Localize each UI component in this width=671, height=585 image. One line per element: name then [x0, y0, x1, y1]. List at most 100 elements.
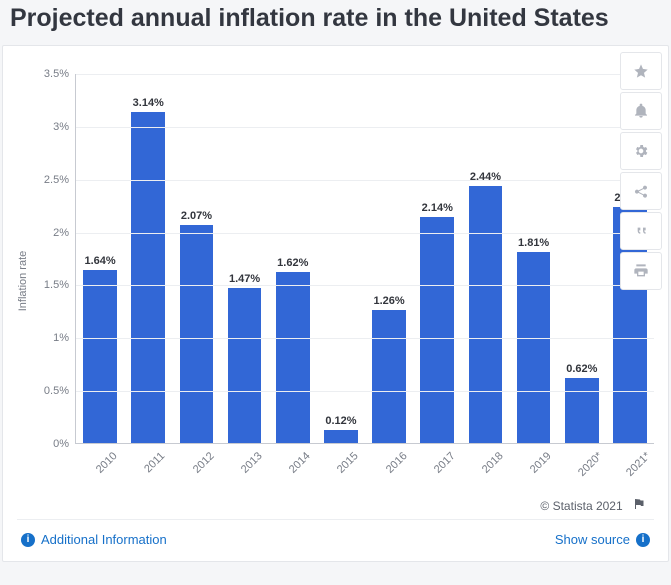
- x-tick-label: 2014: [287, 450, 313, 476]
- x-tick-slot: 2011: [123, 444, 171, 488]
- x-tick-slot: 2014: [268, 444, 316, 488]
- flag-icon[interactable]: [632, 499, 646, 513]
- bar-value-label: 2.07%: [181, 210, 212, 225]
- x-tick-slot: 2015: [316, 444, 364, 488]
- show-source-label: Show source: [555, 532, 630, 547]
- notify-button[interactable]: [620, 92, 662, 130]
- x-tick-label: 2013: [239, 450, 265, 476]
- x-tick-label: 2010: [94, 450, 120, 476]
- info-icon: i: [636, 533, 650, 547]
- quote-icon: [633, 223, 649, 239]
- x-tick-label: 2011: [142, 450, 167, 475]
- x-tick-slot: 2016: [365, 444, 413, 488]
- bar[interactable]: 1.64%: [83, 270, 117, 443]
- bar-slot: 0.62%: [558, 74, 606, 443]
- chart-card: Inflation rate 0%0.5%1%1.5%2%2.5%3%3.5% …: [2, 45, 669, 562]
- chart-area: Inflation rate 0%0.5%1%1.5%2%2.5%3%3.5% …: [17, 74, 654, 488]
- y-tick-label: 1%: [53, 332, 69, 344]
- y-tick-label: 2%: [53, 227, 69, 239]
- grid-line: [76, 285, 654, 286]
- grid-line: [76, 180, 654, 181]
- x-tick-slot: 2019: [509, 444, 557, 488]
- share-icon: [633, 183, 649, 199]
- bar-slot: 1.26%: [365, 74, 413, 443]
- favorite-button[interactable]: [620, 52, 662, 90]
- bar-slot: 1.62%: [269, 74, 317, 443]
- y-tick-label: 0%: [53, 438, 69, 450]
- grid-line: [76, 74, 654, 75]
- bar[interactable]: 1.47%: [228, 288, 262, 443]
- x-tick-label: 2021*: [624, 450, 653, 479]
- x-tick-label: 2016: [384, 450, 410, 476]
- grid-line: [76, 338, 654, 339]
- x-tick-label: 2018: [480, 450, 506, 476]
- star-icon: [633, 63, 649, 79]
- bar-value-label: 2.44%: [470, 171, 501, 186]
- x-tick-label: 2017: [432, 450, 458, 476]
- cite-button[interactable]: [620, 212, 662, 250]
- bar-value-label: 1.64%: [84, 255, 115, 270]
- y-tick-label: 1.5%: [44, 279, 69, 291]
- x-tick-slot: 2013: [220, 444, 268, 488]
- bar[interactable]: 2.14%: [420, 217, 454, 443]
- print-button[interactable]: [620, 252, 662, 290]
- bar-slot: 2.07%: [172, 74, 220, 443]
- x-tick-label: 2020*: [576, 450, 605, 479]
- x-tick-slot: 2017: [413, 444, 461, 488]
- bar-value-label: 2.14%: [422, 202, 453, 217]
- x-tick-label: 2015: [335, 450, 361, 476]
- bar-value-label: 1.26%: [374, 295, 405, 310]
- print-icon: [633, 263, 649, 279]
- bar-slot: 1.81%: [510, 74, 558, 443]
- attribution-text: © Statista 2021: [540, 499, 622, 513]
- bar[interactable]: 3.14%: [131, 112, 165, 443]
- bell-icon: [633, 103, 649, 119]
- y-tick-label: 2.5%: [44, 174, 69, 186]
- bar[interactable]: 1.26%: [372, 310, 406, 443]
- plot-area: 1.64% 3.14% 2.07% 1.47% 1.62% 0.12% 1.26% 2.14%…: [75, 74, 654, 444]
- info-icon: i: [21, 533, 35, 547]
- bar-slot: 1.47%: [221, 74, 269, 443]
- x-tick-slot: 2012: [172, 444, 220, 488]
- bar[interactable]: 0.12%: [324, 430, 358, 443]
- share-button[interactable]: [620, 172, 662, 210]
- show-source-link[interactable]: Show source i: [555, 532, 650, 547]
- side-toolbar: [620, 52, 662, 290]
- x-tick-slot: 2018: [461, 444, 509, 488]
- bar[interactable]: 1.81%: [517, 252, 551, 443]
- gear-icon: [633, 143, 649, 159]
- bar-slot: 0.12%: [317, 74, 365, 443]
- x-tick-label: 2012: [191, 450, 217, 476]
- bar-slot: 2.14%: [413, 74, 461, 443]
- card-footer: i Additional Information Show source i: [17, 519, 654, 551]
- attribution: © Statista 2021: [17, 488, 654, 519]
- page-title: Projected annual inflation rate in the U…: [0, 0, 671, 45]
- y-axis: 0%0.5%1%1.5%2%2.5%3%3.5%: [17, 74, 75, 444]
- settings-button[interactable]: [620, 132, 662, 170]
- x-tick-slot: 2020*: [558, 444, 606, 488]
- bar-value-label: 0.12%: [325, 415, 356, 430]
- bar[interactable]: 2.44%: [469, 186, 503, 443]
- bar-value-label: 3.14%: [133, 97, 164, 112]
- additional-info-label: Additional Information: [41, 532, 167, 547]
- additional-info-link[interactable]: i Additional Information: [21, 532, 167, 547]
- grid-line: [76, 127, 654, 128]
- bar-slot: 2.44%: [461, 74, 509, 443]
- bars-container: 1.64% 3.14% 2.07% 1.47% 1.62% 0.12% 1.26% 2.14%…: [76, 74, 654, 443]
- x-tick-label: 2019: [528, 450, 554, 476]
- bar-slot: 1.64%: [76, 74, 124, 443]
- y-tick-label: 0.5%: [44, 385, 69, 397]
- bar[interactable]: 0.62%: [565, 378, 599, 443]
- x-tick-slot: 2010: [75, 444, 123, 488]
- bar[interactable]: 1.62%: [276, 272, 310, 443]
- x-tick-slot: 2021*: [606, 444, 654, 488]
- x-axis: 2010 2011 2012 2013 2014 2015 2016 2017 2018 2019…: [75, 444, 654, 488]
- bar-value-label: 0.62%: [566, 363, 597, 378]
- y-tick-label: 3.5%: [44, 68, 69, 80]
- bar-slot: 3.14%: [124, 74, 172, 443]
- bar[interactable]: 2.07%: [180, 225, 214, 443]
- bar-value-label: 1.62%: [277, 257, 308, 272]
- grid-line: [76, 391, 654, 392]
- bar-value-label: 1.81%: [518, 237, 549, 252]
- y-tick-label: 3%: [53, 121, 69, 133]
